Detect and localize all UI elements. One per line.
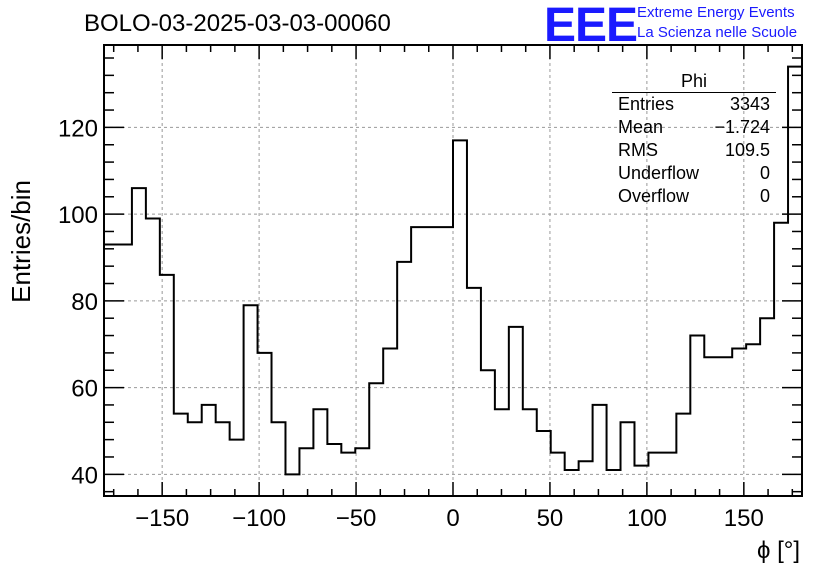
logo-line-2: La Scienza nelle Scuole [637, 24, 798, 41]
histogram-bin [216, 422, 230, 496]
histogram-bin [272, 422, 286, 496]
x-axis-ticks [112, 45, 794, 496]
histogram-bin [132, 188, 146, 496]
stats-row-entries: Entries 3343 [612, 93, 776, 116]
histogram-bin [355, 448, 369, 496]
stats-value: 0 [759, 186, 770, 206]
stats-value: 0 [759, 163, 770, 183]
histogram-bin [299, 448, 313, 496]
histogram-bin [593, 405, 607, 496]
y-tick-label: 120 [58, 115, 98, 142]
histogram-bin [327, 444, 341, 496]
histogram-bin [258, 353, 272, 496]
stats-value: −1.724 [714, 117, 770, 137]
histogram-bin [425, 227, 439, 496]
histogram-bin [523, 409, 537, 496]
histogram-bin [202, 405, 216, 496]
x-axis-label: ϕ [°] [757, 537, 800, 564]
histogram-bin [244, 305, 258, 496]
logo-line-1: Extreme Energy Events [637, 4, 795, 21]
histogram-bin [285, 474, 299, 496]
x-tick-label: 50 [537, 505, 564, 532]
stats-row-overflow: Overflow 0 [612, 185, 776, 208]
y-axis-tick-labels: 40 60 80 100 120 [58, 115, 98, 489]
y-axis-ticks [104, 57, 802, 493]
histogram-bin [369, 383, 383, 496]
histogram-bin [746, 344, 760, 496]
x-axis-tick-labels: −150 −100 −50 0 50 100 150 [135, 505, 764, 532]
stats-row-rms: RMS 109.5 [612, 139, 776, 162]
y-tick-label: 80 [71, 289, 98, 316]
x-tick-label: −100 [232, 505, 286, 532]
histogram-bin [788, 67, 802, 496]
histogram-bin [230, 440, 244, 496]
stats-row-mean: Mean −1.724 [612, 116, 776, 139]
histogram-bin [174, 414, 188, 496]
histogram-bin [146, 218, 160, 496]
histogram-bin [718, 357, 732, 496]
histogram-bin [509, 327, 523, 496]
histogram-bin [411, 227, 425, 496]
y-tick-label: 100 [58, 202, 98, 229]
histogram-bin [676, 414, 690, 496]
histogram-bin [160, 275, 174, 496]
histogram-bin [760, 318, 774, 496]
stats-label: Overflow [618, 186, 690, 206]
x-tick-label: −50 [336, 505, 377, 532]
histogram-bin [453, 140, 467, 496]
histogram-bin [537, 431, 551, 496]
chart-title: BOLO-03-2025-03-03-00060 [84, 10, 391, 37]
histogram-bin [383, 349, 397, 496]
histogram-bin [579, 461, 593, 496]
histogram-series [104, 65, 802, 476]
histogram-bin [397, 262, 411, 496]
stats-label: Underflow [618, 163, 700, 183]
x-tick-label: 150 [724, 505, 764, 532]
stats-box-title: Phi [612, 70, 776, 93]
histogram-bin [118, 244, 132, 496]
histogram-bin [704, 357, 718, 496]
histogram-bin [341, 453, 355, 496]
stats-row-underflow: Underflow 0 [612, 162, 776, 185]
histogram-bin [621, 422, 635, 496]
stats-box: Phi Entries 3343 Mean −1.724 RMS 109.5 U… [612, 70, 776, 208]
histogram-bin [481, 370, 495, 496]
x-tick-label: 100 [627, 505, 667, 532]
histogram-bin [495, 409, 509, 496]
y-tick-label: 40 [71, 462, 98, 489]
y-axis-label: Entries/bin [6, 180, 36, 303]
histogram-bin [690, 336, 704, 496]
stats-value: 109.5 [724, 140, 770, 160]
histogram-bin [467, 288, 481, 496]
histogram-bin [188, 422, 202, 496]
histogram-bin [439, 227, 453, 496]
stats-label: Mean [618, 117, 664, 137]
histogram-bin [313, 409, 327, 496]
histogram-bin [774, 223, 788, 496]
y-tick-label: 60 [71, 376, 98, 403]
stats-value: 3343 [729, 94, 770, 114]
stats-label: Entries [618, 94, 675, 114]
stats-label: RMS [618, 140, 658, 160]
x-tick-label: −150 [135, 505, 189, 532]
x-tick-label: 0 [446, 505, 459, 532]
eee-logo: EEE [544, 0, 638, 52]
